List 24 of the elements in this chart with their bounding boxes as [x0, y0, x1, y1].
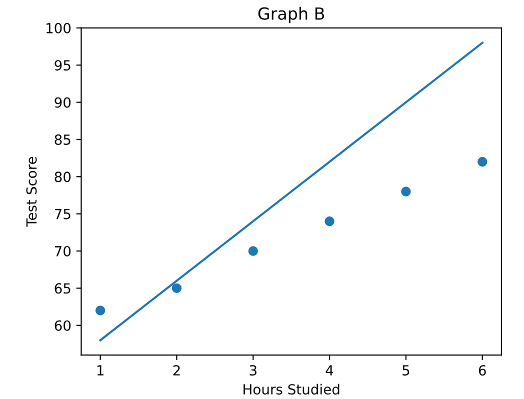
chart-title: Graph B — [258, 6, 324, 24]
y-tick-label: 70 — [54, 246, 71, 256]
x-tick-label: 6 — [478, 365, 486, 376]
y-tick-label: 100 — [46, 22, 71, 34]
y-tick-label: 95 — [54, 60, 70, 71]
y-tick-label: 85 — [54, 134, 70, 145]
x-tick-label: 1 — [97, 365, 104, 376]
point — [324, 216, 334, 226]
y-tick-label: 90 — [54, 97, 71, 108]
x-axis-title: Hours Studied — [244, 384, 340, 395]
point — [172, 283, 182, 294]
x-tick-label: 4 — [326, 365, 334, 376]
x-tick-label: 2 — [173, 365, 180, 376]
y-tick-label: 80 — [54, 172, 71, 182]
point — [401, 186, 411, 196]
y-tick-label: 65 — [54, 283, 70, 294]
y-axis-title: Test Score — [26, 156, 37, 227]
point — [95, 306, 106, 316]
y-tick-label: 60 — [54, 320, 71, 331]
point — [478, 156, 488, 167]
x-tick-label: 5 — [402, 365, 410, 376]
y-tick-label: 75 — [54, 208, 70, 220]
x-tick-label: 3 — [250, 365, 256, 376]
point — [248, 246, 258, 256]
